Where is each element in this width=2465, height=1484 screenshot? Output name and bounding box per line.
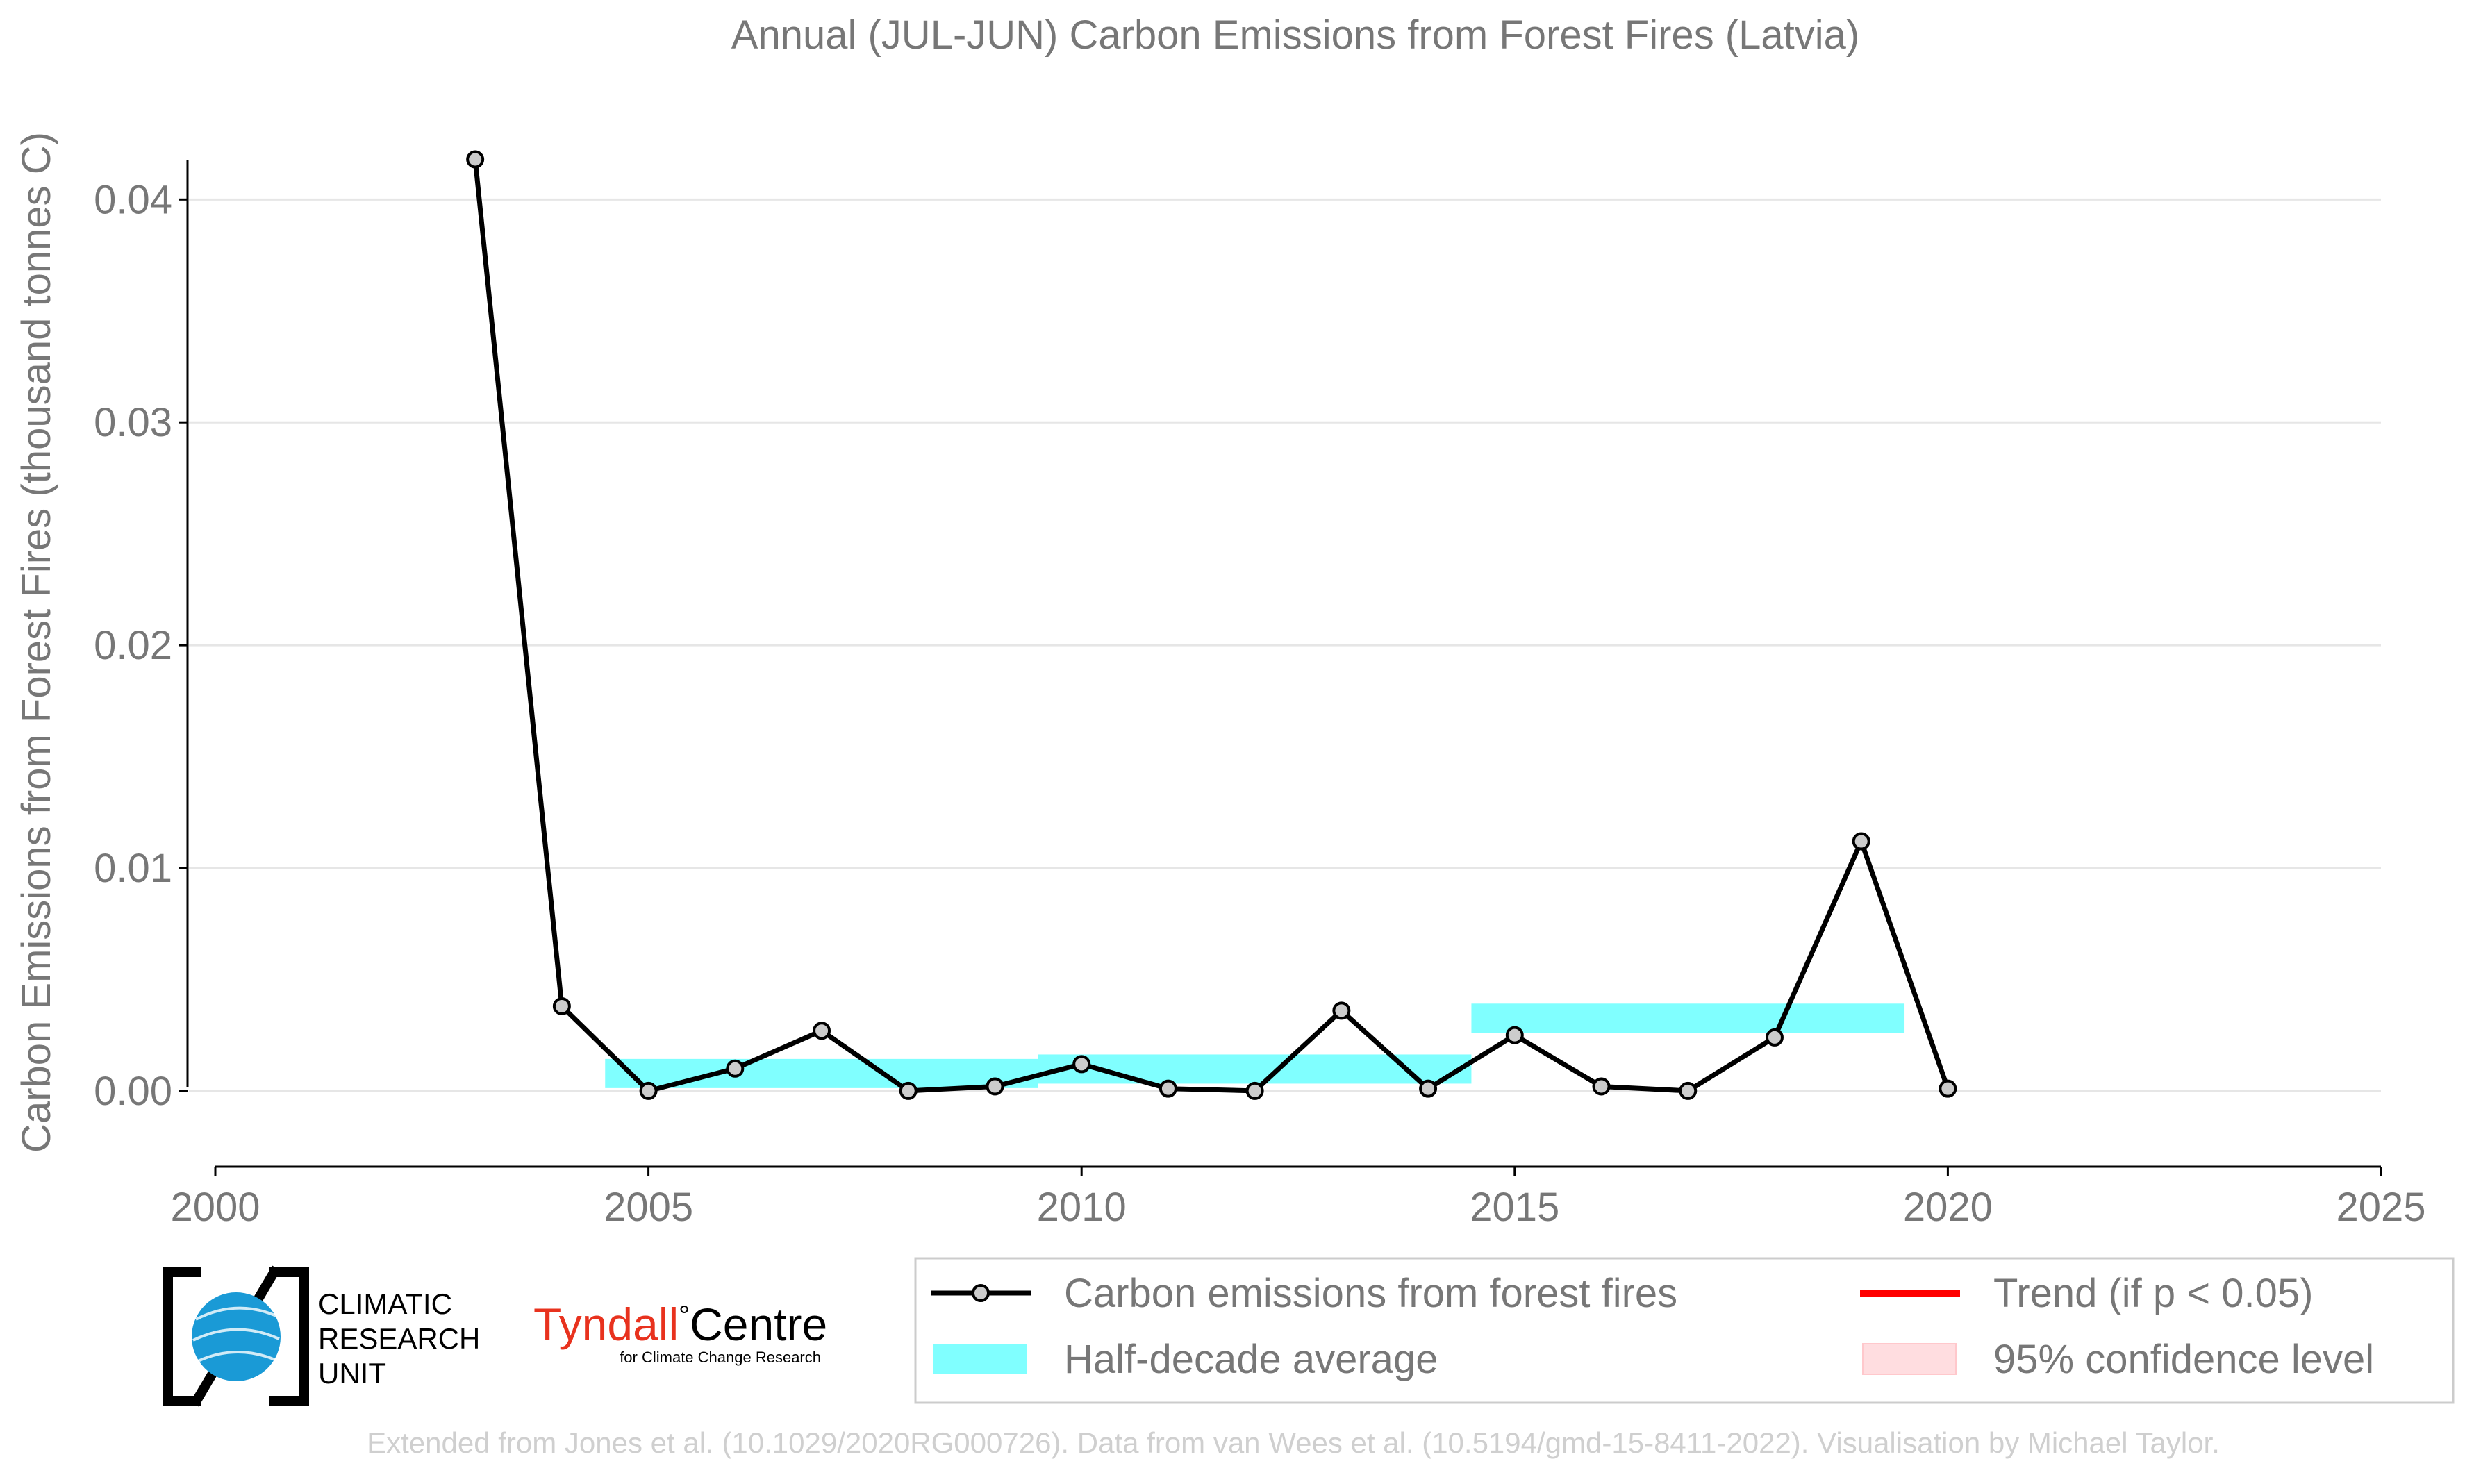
cru-text-line1: CLIMATIC [318, 1287, 452, 1320]
data-point [1939, 1079, 1957, 1098]
x-tick-label: 2005 [604, 1185, 693, 1230]
data-point [1159, 1079, 1177, 1098]
legend-item-emissions: Carbon emissions from forest fires [931, 1271, 1677, 1316]
data-point [1852, 832, 1870, 851]
y-tick-label: 0.02 [94, 623, 172, 668]
legend-label-trend: Trend (if p < 0.05) [1993, 1271, 2313, 1316]
y-tick-label: 0.03 [94, 400, 172, 445]
data-point [552, 997, 571, 1015]
data-point [726, 1059, 745, 1078]
data-point [639, 1081, 658, 1100]
cru-slash-top [254, 1265, 281, 1301]
y-tick-label: 0.01 [94, 846, 172, 891]
data-point [813, 1022, 831, 1040]
data-point [1505, 1026, 1524, 1044]
cru-bracket-right [269, 1267, 309, 1406]
legend-item-trend: Trend (if p < 0.05) [1860, 1271, 2313, 1316]
cru-text-line2: RESEARCH [318, 1322, 480, 1355]
cru-globe [192, 1292, 281, 1381]
cru-bracket-left [163, 1267, 201, 1406]
legend-swatch-confidence [1862, 1343, 1957, 1375]
tyndall-subtitle: for Climate Change Research [620, 1349, 821, 1366]
tyndall-name: Tyndall [533, 1299, 679, 1350]
data-point [1245, 1081, 1264, 1100]
tyndall-logo: Tyndall°Centre for Climate Change Resear… [533, 1299, 827, 1366]
data-series [466, 150, 1957, 1100]
cru-globe-lines [192, 1306, 280, 1362]
half-decade-bar [1471, 1003, 1905, 1033]
legend-label-confidence: 95% confidence level [1993, 1337, 2374, 1382]
legend-swatch-half-decade [933, 1344, 1027, 1374]
tyndall-wordmark: Tyndall°Centre [533, 1299, 827, 1350]
legend: Carbon emissions from forest fires Trend… [914, 1257, 2455, 1404]
data-point [1765, 1028, 1784, 1047]
legend-item-half-decade: Half-decade average [933, 1337, 1438, 1382]
data-point [1592, 1077, 1611, 1096]
legend-label-half-decade: Half-decade average [1064, 1337, 1438, 1382]
gridlines [189, 198, 2381, 1092]
y-axis-label: Carbon Emissions from Forest Fires (thou… [14, 132, 59, 1153]
data-point [466, 150, 485, 169]
axes [179, 160, 2382, 1176]
x-tick-label: 2025 [2336, 1185, 2425, 1230]
legend-item-confidence: 95% confidence level [1862, 1337, 2374, 1382]
data-point [1679, 1081, 1698, 1100]
half-decade-average-bars [605, 1003, 1905, 1088]
y-tick-label: 0.00 [94, 1069, 172, 1114]
data-point [899, 1081, 918, 1100]
data-point [1419, 1079, 1438, 1098]
tyndall-degree: ° [679, 1301, 690, 1331]
half-decade-bar [1038, 1054, 1472, 1084]
data-point [986, 1077, 1004, 1096]
tick-labels: 0.00 0.01 0.02 0.03 0.04 2000 2005 2010 2015 2020… [94, 177, 2425, 1230]
x-tick-label: 2010 [1037, 1185, 1127, 1230]
x-tick-label: 2020 [1903, 1185, 1993, 1230]
cru-slash-bottom [190, 1371, 217, 1407]
chart-title: Annual (JUL-JUN) Carbon Emissions from F… [731, 12, 1859, 58]
legend-marker-emissions [972, 1284, 990, 1302]
legend-label-emissions: Carbon emissions from forest fires [1064, 1271, 1677, 1316]
x-tick-label: 2000 [170, 1185, 260, 1230]
series-line [472, 159, 1950, 1094]
x-tick-label: 2015 [1470, 1185, 1559, 1230]
cru-text-line3: UNIT [318, 1357, 386, 1390]
y-tick-label: 0.04 [94, 177, 172, 222]
legend-frame [914, 1257, 2455, 1404]
data-point [1072, 1055, 1091, 1074]
credit-line: Extended from Jones et al. (10.1029/2020… [367, 1426, 2220, 1459]
cru-logo: CLIMATIC RESEARCH UNIT [163, 1265, 480, 1407]
data-point [1332, 1001, 1351, 1020]
tyndall-centre: Centre [690, 1299, 827, 1350]
